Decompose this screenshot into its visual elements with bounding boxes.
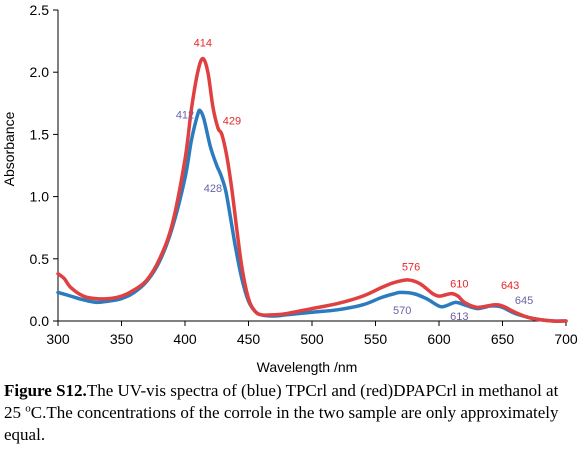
y-tick-label: 0.5 xyxy=(30,251,50,267)
x-tick-label: 550 xyxy=(364,331,388,347)
y-tick-label: 2.5 xyxy=(30,2,50,18)
uv-vis-spectrum-chart: 0.0 0.5 1.0 1.5 2.0 2.5 300 350 400 450 500 550 600 6… xyxy=(1,2,578,375)
degree-symbol: o xyxy=(25,402,31,415)
series-line-red xyxy=(56,56,568,323)
y-tick-label: 1.0 xyxy=(30,189,50,205)
x-tick-label: 300 xyxy=(46,331,70,347)
caption-text-1: The UV-vis spectra of (blue) TPCrl and (… xyxy=(4,381,559,422)
peak-label: 645 xyxy=(515,295,533,307)
x-tick-label: 700 xyxy=(554,331,578,347)
x-axis-title: Wavelength /nm xyxy=(257,359,358,375)
caption-text-2: C.The concentrations of the corrole in t… xyxy=(4,403,559,444)
plot-area: 0.0 0.5 1.0 1.5 2.0 2.5 300 350 400 450 500 550 600 6… xyxy=(30,2,578,347)
x-tick-label: 600 xyxy=(427,331,451,347)
y-tick-label: 2.0 xyxy=(30,64,50,80)
y-tick-label: 0.0 xyxy=(30,313,50,329)
peak-label: 428 xyxy=(204,183,222,195)
x-tick-label: 350 xyxy=(110,331,134,347)
caption-label: Figure S12. xyxy=(4,381,87,400)
peak-label: 613 xyxy=(450,311,468,323)
peak-label: 412 xyxy=(176,109,194,121)
x-tick-label: 650 xyxy=(491,331,515,347)
peak-label: 429 xyxy=(223,116,241,128)
peak-label: 576 xyxy=(402,261,420,273)
x-tick-label: 450 xyxy=(237,331,261,347)
x-tick-label: 400 xyxy=(173,331,197,347)
peak-label: 610 xyxy=(450,279,468,291)
peak-label: 643 xyxy=(501,280,519,292)
y-axis-title: Absorbance xyxy=(1,111,17,186)
y-tick-label: 1.5 xyxy=(30,126,50,142)
peak-label: 570 xyxy=(393,305,411,317)
figure-caption: Figure S12.The UV-vis spectra of (blue) … xyxy=(4,380,578,446)
x-tick-label: 500 xyxy=(300,331,324,347)
peak-label: 414 xyxy=(194,37,212,49)
